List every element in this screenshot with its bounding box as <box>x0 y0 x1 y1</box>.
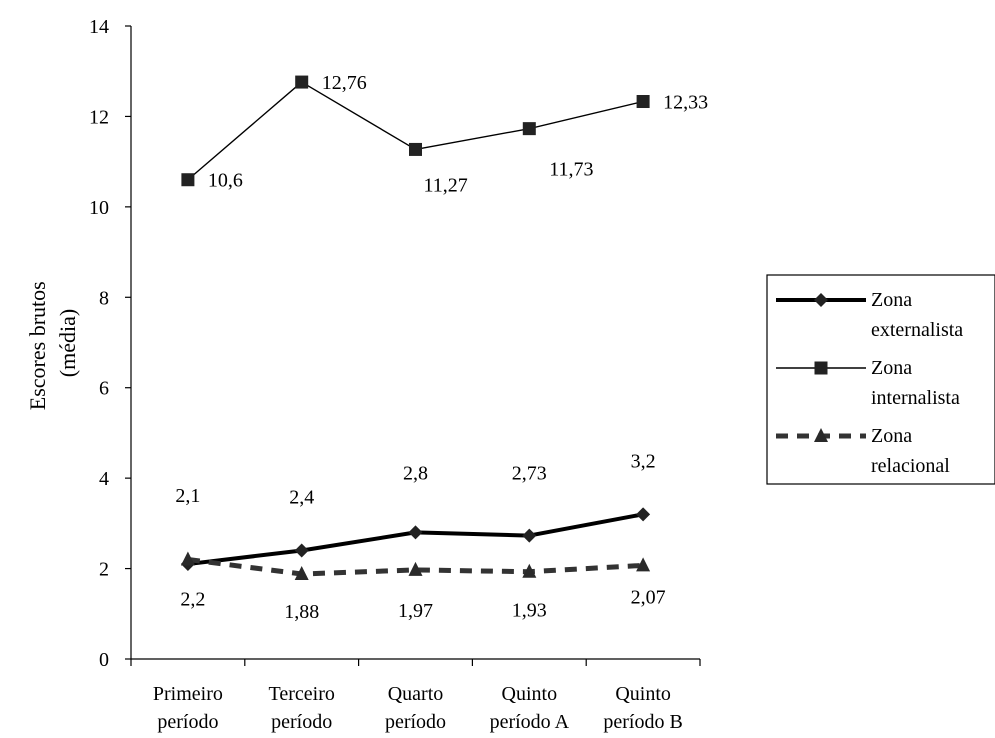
data-label-internalista: 11,73 <box>549 159 593 181</box>
legend-item-internalista: Zona internalista <box>776 357 960 409</box>
data-label-internalista: 11,27 <box>424 174 468 196</box>
data-label-relacional: 2,07 <box>631 586 666 608</box>
y-tick-label: 12 <box>89 106 109 128</box>
y-tick-label: 10 <box>89 197 109 219</box>
series-internalista-marker <box>636 95 650 109</box>
legend-items: Zona externalista Zona internalista Zona rela… <box>776 289 963 477</box>
series-layer <box>180 75 651 580</box>
series-internalista-marker <box>522 122 536 136</box>
x-category-label: Terceiro período <box>269 683 335 733</box>
data-label-internalista: 10,6 <box>208 170 243 192</box>
y-tick-label: 4 <box>99 468 109 490</box>
series-externalista <box>180 507 651 572</box>
legend: Zona externalista Zona internalista Zona rela… <box>766 274 995 485</box>
series-relacional-line <box>187 557 644 577</box>
legend-item-relacional-marker <box>814 428 828 442</box>
y-ticks: 0 2 4 6 8 10 12 14 <box>89 16 131 671</box>
series-relacional-marker <box>408 561 423 576</box>
series-externalista-marker <box>408 525 423 540</box>
series-relacional <box>180 551 651 580</box>
y-tick-label: 14 <box>89 16 109 38</box>
legend-box <box>766 274 995 485</box>
axes: 0 2 4 6 8 10 12 14 Primeiro período Terceiro perío… <box>89 16 701 733</box>
series-relacional-marker <box>180 551 195 566</box>
data-label-externalista: 2,1 <box>175 485 200 507</box>
legend-item-relacional: Zona relacional <box>776 425 950 477</box>
x-category-label: Quinto período B <box>603 683 682 733</box>
data-label-internalista: 12,76 <box>322 72 367 94</box>
series-internalista-marker <box>295 75 309 89</box>
x-category-label: Primeiro período <box>153 683 223 733</box>
legend-item-internalista-label: Zona internalista <box>871 357 960 409</box>
legend-item-externalista-marker <box>814 293 828 307</box>
series-externalista-marker <box>636 507 651 522</box>
data-label-externalista: 2,73 <box>512 463 547 485</box>
series-internalista-marker <box>181 173 195 187</box>
series-relacional-marker <box>522 563 537 578</box>
x-category-label: Quarto período <box>385 683 446 733</box>
series-internalista-marker <box>409 142 422 156</box>
x-ticks: Primeiro período Terceiro período Quarto perí… <box>130 659 701 733</box>
series-externalista-marker <box>522 528 537 543</box>
data-label-relacional: 1,88 <box>284 601 319 623</box>
series-relacional-marker <box>294 565 309 580</box>
data-label-externalista: 3,2 <box>631 450 656 472</box>
data-label-externalista: 2,8 <box>403 462 428 484</box>
data-label-externalista: 2,4 <box>289 486 314 508</box>
data-label-relacional: 1,93 <box>512 600 547 622</box>
data-labels-layer: 2,1 2,4 2,8 2,73 3,2 10,6 12,76 11,27 11,73 12,33… <box>175 72 708 623</box>
x-category-label: Quinto período A <box>490 683 570 733</box>
y-axis-title: Escores brutos (média) <box>25 276 80 410</box>
series-relacional-marker <box>636 557 651 572</box>
series-externalista-marker <box>294 543 309 558</box>
legend-item-externalista-label: Zona externalista <box>871 289 963 341</box>
y-tick-label: 6 <box>99 378 109 400</box>
data-label-relacional: 1,97 <box>398 600 433 622</box>
y-tick-label: 2 <box>99 559 109 581</box>
legend-item-relacional-label: Zona relacional <box>871 425 950 477</box>
legend-item-externalista: Zona externalista <box>776 289 963 341</box>
data-label-internalista: 12,33 <box>663 92 708 114</box>
y-tick-label: 8 <box>99 287 109 309</box>
legend-item-internalista-marker <box>814 361 828 375</box>
series-internalista <box>181 75 650 187</box>
y-tick-label: 0 <box>99 649 109 671</box>
data-label-relacional: 2,2 <box>180 589 205 611</box>
